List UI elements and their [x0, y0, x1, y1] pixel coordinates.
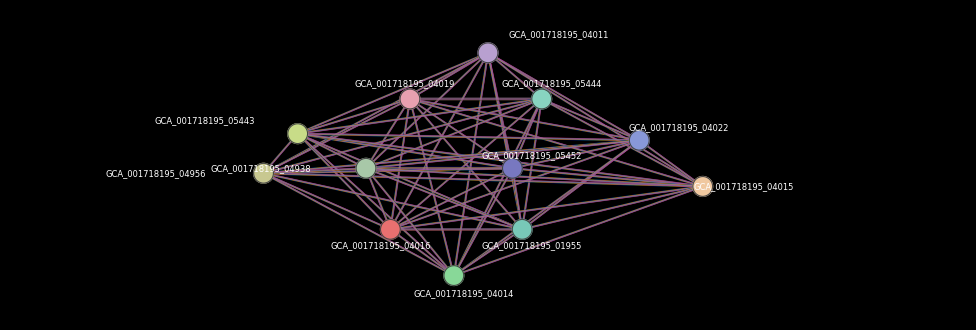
Text: GCA_001718195_04016: GCA_001718195_04016: [331, 241, 430, 250]
Ellipse shape: [356, 158, 376, 178]
Text: GCA_001718195_05443: GCA_001718195_05443: [155, 116, 255, 126]
Text: GCA_001718195_04014: GCA_001718195_04014: [414, 289, 513, 298]
Ellipse shape: [503, 158, 522, 178]
Ellipse shape: [693, 177, 712, 196]
Ellipse shape: [478, 43, 498, 63]
Text: GCA_001718195_04011: GCA_001718195_04011: [508, 30, 608, 39]
Ellipse shape: [532, 89, 551, 109]
Ellipse shape: [381, 219, 400, 239]
Ellipse shape: [512, 219, 532, 239]
Ellipse shape: [400, 89, 420, 109]
Text: GCA_001718195_04938: GCA_001718195_04938: [210, 164, 311, 173]
Text: GCA_001718195_05452: GCA_001718195_05452: [482, 151, 582, 160]
Ellipse shape: [630, 130, 649, 150]
Ellipse shape: [254, 163, 273, 183]
Text: GCA_001718195_05444: GCA_001718195_05444: [502, 79, 601, 88]
Text: GCA_001718195_04022: GCA_001718195_04022: [629, 123, 728, 132]
Text: GCA_001718195_04019: GCA_001718195_04019: [355, 79, 455, 88]
Text: GCA_001718195_04956: GCA_001718195_04956: [106, 169, 206, 178]
Ellipse shape: [288, 124, 307, 144]
Text: GCA_001718195_01955: GCA_001718195_01955: [482, 241, 582, 250]
Text: GCA_001718195_04015: GCA_001718195_04015: [694, 182, 793, 191]
Ellipse shape: [444, 266, 464, 285]
